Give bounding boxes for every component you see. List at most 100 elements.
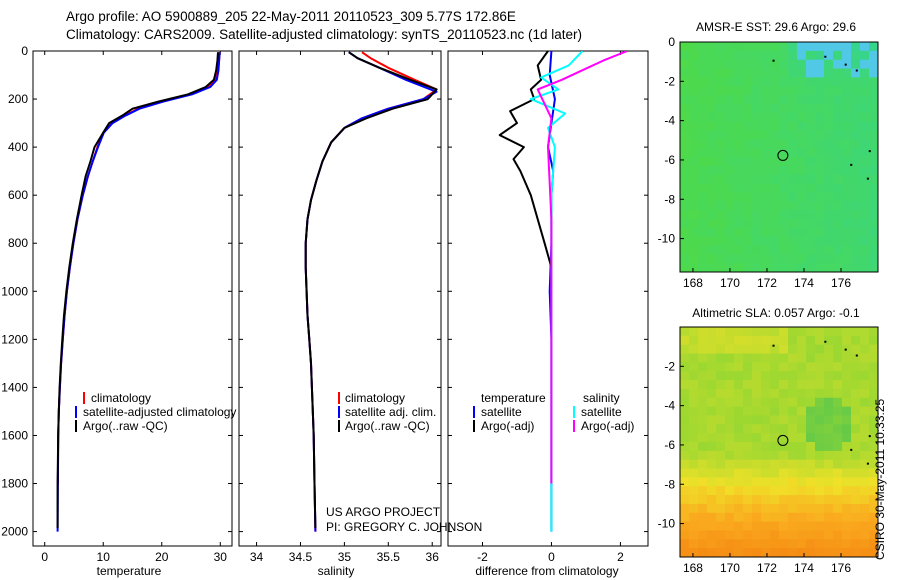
map-cell <box>797 42 807 52</box>
map-cell <box>788 468 798 478</box>
map-cell <box>815 103 825 114</box>
map-cell <box>689 503 699 514</box>
map-cell <box>842 397 852 408</box>
map-cell <box>869 353 879 363</box>
map-cell <box>833 424 843 434</box>
map-cell <box>788 477 798 487</box>
map-cell <box>698 362 708 372</box>
map-cell <box>698 433 708 443</box>
map-cell <box>770 397 780 408</box>
map-cell <box>761 77 771 87</box>
map-cell <box>860 130 870 140</box>
map-cell <box>761 450 771 461</box>
map-cell <box>815 201 825 211</box>
map-cell <box>851 183 861 193</box>
map-cell <box>752 112 762 123</box>
map-cell <box>725 388 735 399</box>
map-cell <box>806 210 816 220</box>
map-cell <box>698 415 708 425</box>
map-cell <box>842 486 852 496</box>
map-cell <box>824 50 834 61</box>
map-cell <box>716 95 726 105</box>
map-cell <box>761 227 771 238</box>
map-cell <box>707 59 717 69</box>
map-cell <box>779 263 789 273</box>
map-cell <box>761 468 771 478</box>
map-cell <box>806 495 816 505</box>
map-cell <box>797 495 807 505</box>
map-cell <box>869 86 879 96</box>
map-cell <box>707 424 717 434</box>
map-cell <box>752 548 762 558</box>
map-cell <box>779 148 789 158</box>
map-cell <box>743 468 753 478</box>
map-cell <box>824 468 834 478</box>
map-cell <box>770 254 780 264</box>
map-cell <box>806 512 816 523</box>
map-cell <box>698 371 708 381</box>
map-cell <box>725 424 735 434</box>
map-cell <box>833 77 843 87</box>
map-cell <box>869 236 879 246</box>
map-cell <box>734 415 744 425</box>
map-cell <box>761 236 771 246</box>
map-cell <box>797 486 807 496</box>
map-cell <box>734 174 744 184</box>
map-cell <box>869 459 879 469</box>
map-cell <box>842 121 852 131</box>
map-cell <box>716 512 726 523</box>
map-cell <box>797 112 807 123</box>
map-cell <box>725 130 735 140</box>
map-cell <box>842 442 852 452</box>
map-cell <box>851 548 861 558</box>
x-tick-label: 34 <box>250 550 264 564</box>
map-cell <box>725 165 735 176</box>
map-cell <box>788 227 798 238</box>
map-cell <box>725 121 735 131</box>
map-cell <box>707 227 717 238</box>
map-cell <box>716 424 726 434</box>
map-cell <box>788 397 798 408</box>
map-cell <box>689 183 699 193</box>
map-cell <box>824 103 834 114</box>
map-cell <box>770 50 780 61</box>
map-cell <box>743 344 753 354</box>
map-cell <box>842 353 852 363</box>
map-cell <box>698 539 708 549</box>
map-cell <box>806 362 816 372</box>
map-cell <box>761 174 771 184</box>
map-cell <box>851 344 861 354</box>
x-tick-label: 36 <box>426 550 440 564</box>
map-cell <box>860 218 870 229</box>
map-cell <box>806 344 816 354</box>
map-cell <box>734 530 744 540</box>
map-cell <box>716 530 726 540</box>
map-cell <box>698 263 708 273</box>
map-cell <box>815 183 825 193</box>
map-cell <box>752 442 762 452</box>
map-cell <box>734 50 744 61</box>
map-cell <box>806 477 816 487</box>
map-panel-amsre-sst: 168 170 172 174 176 0 -2 -4 -6 -8 -10 <box>658 35 879 290</box>
map-cell <box>806 201 816 211</box>
map-cell <box>707 121 717 131</box>
map-cell <box>869 183 879 193</box>
map-cell <box>752 503 762 514</box>
map-cell <box>734 148 744 158</box>
island-marker <box>772 59 775 62</box>
map-cell <box>689 548 699 558</box>
map-cell <box>680 415 690 425</box>
map-cell <box>743 148 753 158</box>
map-cell <box>797 388 807 399</box>
map-cell <box>707 335 717 346</box>
map-cell <box>815 388 825 399</box>
map-cell <box>716 130 726 140</box>
map-cell <box>698 218 708 229</box>
map-cell <box>833 477 843 487</box>
map-cell <box>689 468 699 478</box>
map-cell <box>743 157 753 167</box>
map-cell <box>851 86 861 96</box>
x-tick-label: 30 <box>214 550 228 564</box>
map-cell <box>797 415 807 425</box>
map-cell <box>788 50 798 61</box>
